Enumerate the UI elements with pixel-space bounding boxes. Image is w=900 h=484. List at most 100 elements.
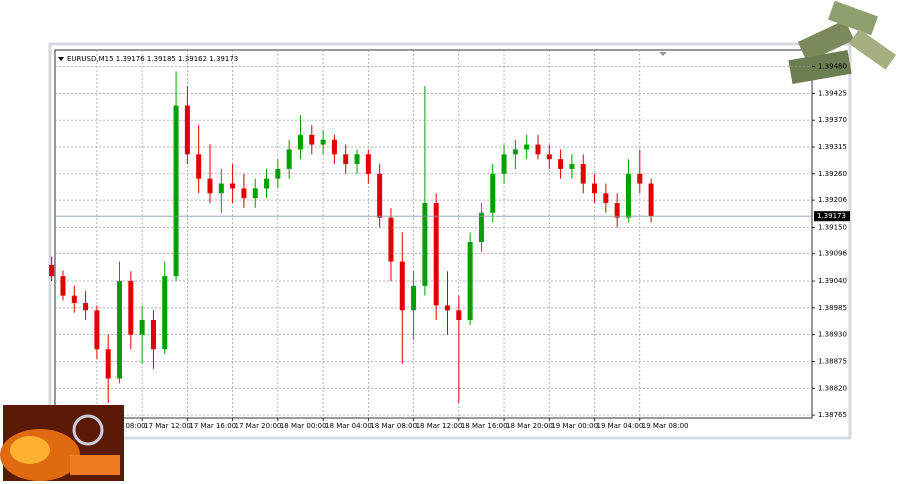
candle — [648, 178, 654, 223]
candle-body — [388, 217, 394, 262]
candle-body — [173, 105, 179, 277]
candle-body — [399, 261, 405, 311]
candle-body — [94, 310, 100, 350]
candle — [49, 256, 55, 282]
candle — [184, 86, 190, 165]
candle — [128, 271, 134, 350]
candle — [558, 149, 564, 179]
candle — [297, 115, 303, 160]
candle-body — [150, 320, 156, 350]
x-tick-label: 17 Mar 16:00 — [189, 422, 236, 430]
chart-header: EURUSD,M15 1.39176 1.39185 1.39162 1.391… — [67, 55, 238, 63]
candle — [535, 134, 541, 160]
candle-body — [128, 281, 134, 335]
candle — [625, 159, 631, 223]
y-tick-label: 1.38765 — [818, 411, 847, 419]
candle-body — [297, 134, 303, 150]
candle — [207, 144, 213, 204]
candle-body — [648, 183, 654, 217]
x-tick-label: 17 Mar 20:00 — [235, 422, 282, 430]
candle-body — [535, 144, 541, 155]
y-tick-label: 1.39096 — [818, 250, 847, 258]
candle-body — [411, 285, 417, 311]
y-tick-label: 1.38930 — [818, 331, 847, 339]
x-tick-label: 18 Mar 12:00 — [416, 422, 463, 430]
y-tick-label: 1.39370 — [818, 116, 847, 124]
fire-image — [0, 405, 124, 481]
candle-body — [445, 305, 451, 311]
candle-body — [309, 134, 315, 145]
candle — [456, 295, 462, 403]
y-tick-label: 1.39480 — [818, 63, 847, 71]
candle — [150, 310, 156, 369]
candle-body — [625, 173, 631, 218]
candle-body — [501, 154, 507, 174]
candle-body — [264, 178, 270, 189]
candle-body — [558, 159, 564, 169]
candle — [94, 305, 100, 360]
candle — [230, 164, 236, 204]
candle — [117, 261, 123, 384]
candle — [196, 125, 202, 194]
candle — [105, 334, 111, 403]
candle — [422, 86, 428, 296]
candle-body — [490, 173, 496, 213]
candle-body — [196, 154, 202, 179]
candle — [252, 178, 258, 208]
y-tick-label: 1.39315 — [818, 143, 847, 151]
candle — [411, 271, 417, 340]
candle-body — [637, 173, 643, 184]
candle-body — [512, 149, 518, 155]
current-price-label: 1.39173 — [817, 212, 846, 220]
candle — [71, 285, 77, 313]
y-tick-label: 1.38985 — [818, 304, 847, 312]
candle — [524, 134, 530, 160]
candle-body — [184, 105, 190, 155]
candle-body — [252, 188, 258, 199]
candle-body — [456, 310, 462, 321]
candle — [331, 134, 337, 165]
candle-body — [603, 193, 609, 204]
candle — [275, 159, 281, 189]
candle-body — [241, 188, 247, 199]
candle-body — [524, 144, 530, 150]
candle — [286, 139, 292, 179]
candle — [512, 139, 518, 169]
candle-body — [331, 139, 337, 155]
candle-body — [467, 242, 473, 321]
candle-body — [83, 302, 89, 311]
candle — [388, 207, 394, 282]
menu-arrow[interactable] — [58, 57, 64, 61]
candle — [241, 173, 247, 208]
candle-body — [377, 173, 383, 218]
money-image — [788, 0, 897, 85]
x-tick-label: 19 Mar 00:00 — [551, 422, 598, 430]
shift-marker — [659, 52, 667, 56]
candle — [478, 203, 484, 252]
candle-body — [433, 203, 439, 306]
candle-body — [478, 212, 484, 243]
y-tick-label: 1.38820 — [818, 384, 847, 392]
x-tick-label: 19 Mar 08:00 — [642, 422, 689, 430]
candle — [614, 193, 620, 228]
candle — [320, 129, 326, 155]
candle — [139, 305, 145, 364]
current-price-box — [814, 211, 850, 222]
candle-body — [580, 164, 586, 184]
candle-body — [569, 164, 575, 169]
candle-body — [230, 183, 236, 189]
candle — [637, 149, 643, 194]
y-tick-label: 1.39425 — [818, 89, 847, 97]
y-tick-label: 1.39206 — [818, 196, 847, 204]
x-tick-label: 18 Mar 16:00 — [461, 422, 508, 430]
candle-body — [286, 149, 292, 169]
candle-body — [60, 276, 66, 296]
candle — [501, 144, 507, 184]
candle-body — [105, 349, 111, 379]
candle-body — [71, 295, 77, 303]
candle — [569, 154, 575, 179]
candle-body — [207, 178, 213, 194]
y-tick-label: 1.39040 — [818, 277, 847, 285]
candle — [264, 168, 270, 199]
